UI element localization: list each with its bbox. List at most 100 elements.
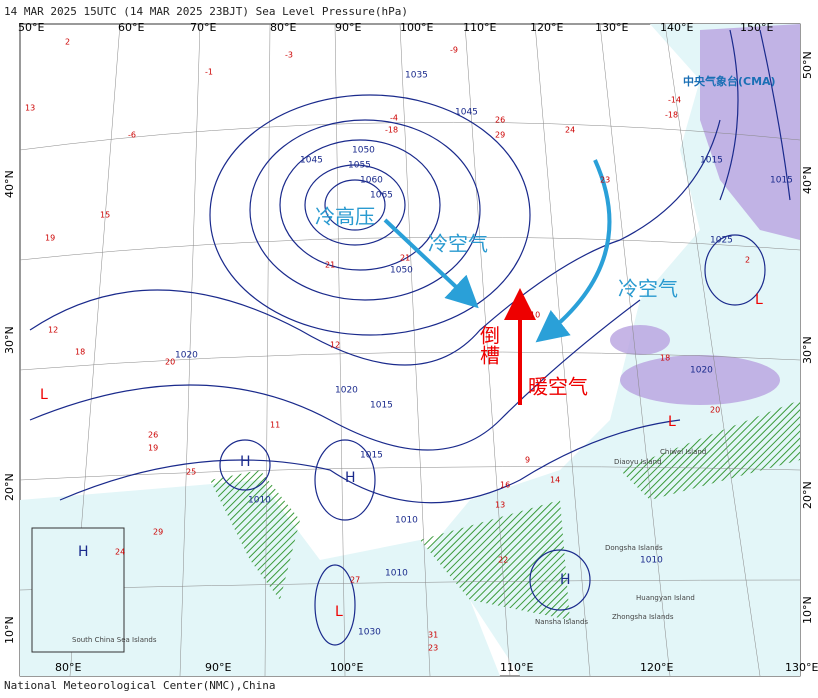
station-value: 13 bbox=[25, 104, 35, 113]
station-value: 26 bbox=[148, 431, 158, 440]
annotation: 倒槽 bbox=[477, 325, 501, 365]
lat-label: 30°N bbox=[3, 326, 16, 354]
station-value: -18 bbox=[665, 111, 678, 120]
inset-frame bbox=[31, 527, 125, 653]
shading bbox=[610, 325, 670, 355]
station-value: 18 bbox=[75, 348, 85, 357]
isobar-label: 1045 bbox=[455, 108, 478, 118]
lat-label: 10°N bbox=[801, 596, 814, 624]
pressure-center: L bbox=[755, 292, 763, 308]
footer-credit: National Meteorological Center(NMC),Chin… bbox=[4, 679, 276, 692]
annotation: 冷高压 bbox=[315, 205, 375, 229]
station-value: 10 bbox=[530, 311, 540, 320]
station-value: 23 bbox=[600, 176, 610, 185]
station-value: 31 bbox=[428, 631, 438, 640]
shading bbox=[620, 355, 780, 405]
place-label: Diaoyu Island bbox=[614, 458, 662, 466]
station-value: 16 bbox=[500, 481, 510, 490]
isobar-label: 1015 bbox=[770, 176, 793, 186]
lon-label: 140°E bbox=[660, 21, 693, 34]
place-label: Dongsha Islands bbox=[605, 544, 663, 552]
station-value: -6 bbox=[128, 131, 136, 140]
lat-label: 20°N bbox=[3, 473, 16, 501]
isobar-label: 1055 bbox=[348, 161, 371, 171]
station-value: 12 bbox=[48, 326, 58, 335]
lon-label: 120°E bbox=[640, 661, 673, 674]
station-value: 29 bbox=[153, 528, 163, 537]
station-value: 18 bbox=[660, 354, 670, 363]
station-value: 27 bbox=[350, 576, 360, 585]
lat-label: 10°N bbox=[3, 616, 16, 644]
lon-label: 130°E bbox=[595, 21, 628, 34]
pressure-center: H bbox=[560, 572, 571, 588]
isobar-label: 1060 bbox=[360, 176, 383, 186]
place-label: Chiwei Island bbox=[660, 448, 706, 456]
station-value: -18 bbox=[385, 126, 398, 135]
isobar-label: 1035 bbox=[405, 71, 428, 81]
isobars bbox=[29, 29, 791, 646]
annotation: 暖空气 bbox=[528, 375, 588, 399]
station-value: 19 bbox=[148, 444, 158, 453]
annotation: 冷空气 bbox=[428, 232, 488, 256]
station-value: 13 bbox=[495, 501, 505, 510]
lat-label: 30°N bbox=[801, 336, 814, 364]
isobar-label: 1010 bbox=[385, 569, 408, 579]
station-value: 21 bbox=[325, 261, 335, 270]
isobar-label: 1020 bbox=[335, 386, 358, 396]
isobar-label: 1050 bbox=[352, 146, 375, 156]
sea bbox=[20, 480, 500, 676]
isobar-label: 1025 bbox=[710, 236, 733, 246]
station-value: 14 bbox=[550, 476, 560, 485]
lat-label: 40°N bbox=[3, 170, 16, 198]
hatch bbox=[620, 400, 800, 500]
lat-label: 50°N bbox=[801, 51, 814, 79]
hatch bbox=[420, 500, 570, 620]
header-title: 14 MAR 2025 15UTC (14 MAR 2025 23BJT) Se… bbox=[4, 5, 408, 18]
lon-label: 60°E bbox=[118, 21, 144, 34]
lon-label: 120°E bbox=[530, 21, 563, 34]
station-value: 24 bbox=[115, 548, 125, 557]
pressure-center: L bbox=[668, 414, 676, 430]
station-value: 9 bbox=[525, 456, 530, 465]
isobar-label: 1010 bbox=[640, 556, 663, 566]
place-label: Huangyan Island bbox=[636, 594, 695, 602]
lon-label: 150°E bbox=[740, 21, 773, 34]
isobar-label: 1020 bbox=[175, 351, 198, 361]
lat-label: 40°N bbox=[801, 166, 814, 194]
station-value: 29 bbox=[495, 131, 505, 140]
station-value: -3 bbox=[285, 51, 293, 60]
pressure-center: L bbox=[335, 604, 343, 620]
station-value: 26 bbox=[495, 116, 505, 125]
logo-text: 中央气象台(CMA) bbox=[683, 74, 776, 88]
station-value: 11 bbox=[270, 421, 280, 430]
station-value: 2 bbox=[65, 38, 70, 47]
isobar-label: 1065 bbox=[370, 191, 393, 201]
hatch bbox=[210, 470, 300, 600]
lon-label: 90°E bbox=[335, 21, 361, 34]
isobar-label: 1010 bbox=[395, 516, 418, 526]
lat-label: 20°N bbox=[801, 481, 814, 509]
isobar-label: 1015 bbox=[700, 156, 723, 166]
pressure-center: H bbox=[240, 454, 251, 470]
lon-label: 90°E bbox=[205, 661, 231, 674]
arrows bbox=[383, 159, 612, 405]
station-value: 20 bbox=[710, 406, 720, 415]
station-value: 23 bbox=[428, 644, 438, 653]
station-value: 20 bbox=[165, 358, 175, 367]
station-value: 15 bbox=[100, 211, 110, 220]
pressure-center: H bbox=[78, 544, 89, 560]
isobar-label: 1010 bbox=[248, 496, 271, 506]
isobar-label: 1045 bbox=[300, 156, 323, 166]
station-value: 24 bbox=[565, 126, 575, 135]
lon-label: 70°E bbox=[190, 21, 216, 34]
lon-label: 110°E bbox=[463, 21, 496, 34]
station-value: 21 bbox=[400, 254, 410, 263]
lon-label: 110°E bbox=[500, 661, 533, 674]
pressure-center: L bbox=[40, 387, 48, 403]
lon-label: 130°E bbox=[785, 661, 818, 674]
isobar-label: 1050 bbox=[390, 266, 413, 276]
station-value: -4 bbox=[390, 114, 398, 123]
lon-label: 100°E bbox=[330, 661, 363, 674]
station-value: 22 bbox=[498, 556, 508, 565]
